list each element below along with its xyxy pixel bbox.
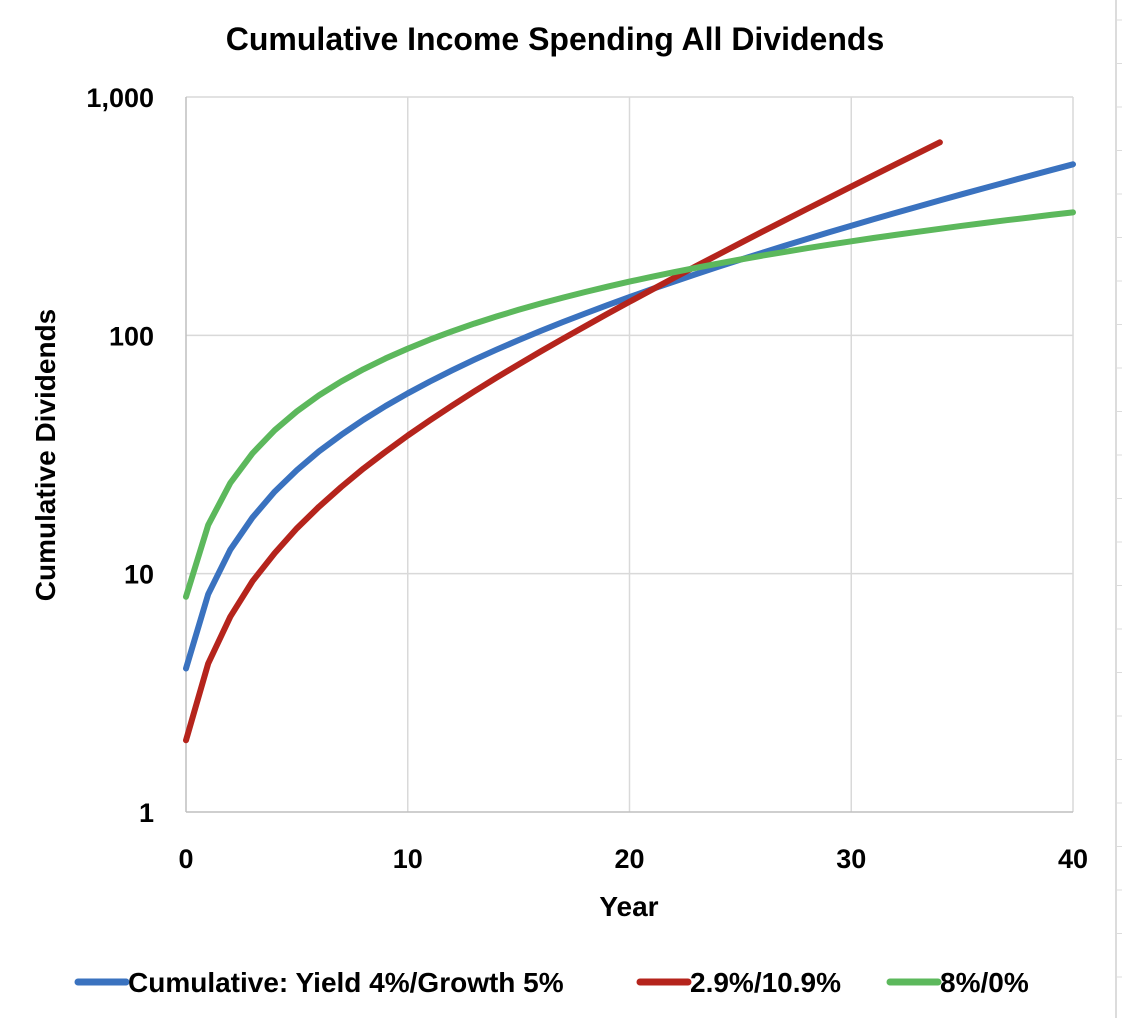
y-tick-label: 10 [124,560,154,590]
x-axis-tick-labels: 0 10 20 30 40 [178,844,1088,874]
x-tick-label: 40 [1058,844,1088,874]
y-tick-label: 100 [109,321,154,351]
y-axis-title: Cumulative Dividends [30,309,61,602]
legend-label: Cumulative: Yield 4%/Growth 5% [128,967,564,998]
y-tick-label: 1,000 [86,83,154,113]
legend-label: 8%/0% [940,967,1029,998]
legend: Cumulative: Yield 4%/Growth 5% 2.9%/10.9%… [74,967,1029,998]
legend-label: 2.9%/10.9% [690,967,841,998]
x-axis-title: Year [599,891,658,922]
series-line-1 [183,161,1076,672]
x-tick-label: 0 [178,844,193,874]
series-line-2 [183,139,943,744]
chart-title: Cumulative Income Spending All Dividends [226,21,884,57]
series-lines [183,139,1076,744]
gridlines [186,96,1074,812]
y-tick-label: 1 [139,798,154,828]
y-axis-tick-labels: 1 10 100 1,000 [86,83,154,828]
spreadsheet-edge-gridlines [1115,0,1122,1018]
series-line-3 [183,209,1076,600]
x-tick-label: 20 [614,844,644,874]
x-tick-label: 30 [836,844,866,874]
x-tick-label: 10 [393,844,423,874]
axes [185,97,1073,813]
